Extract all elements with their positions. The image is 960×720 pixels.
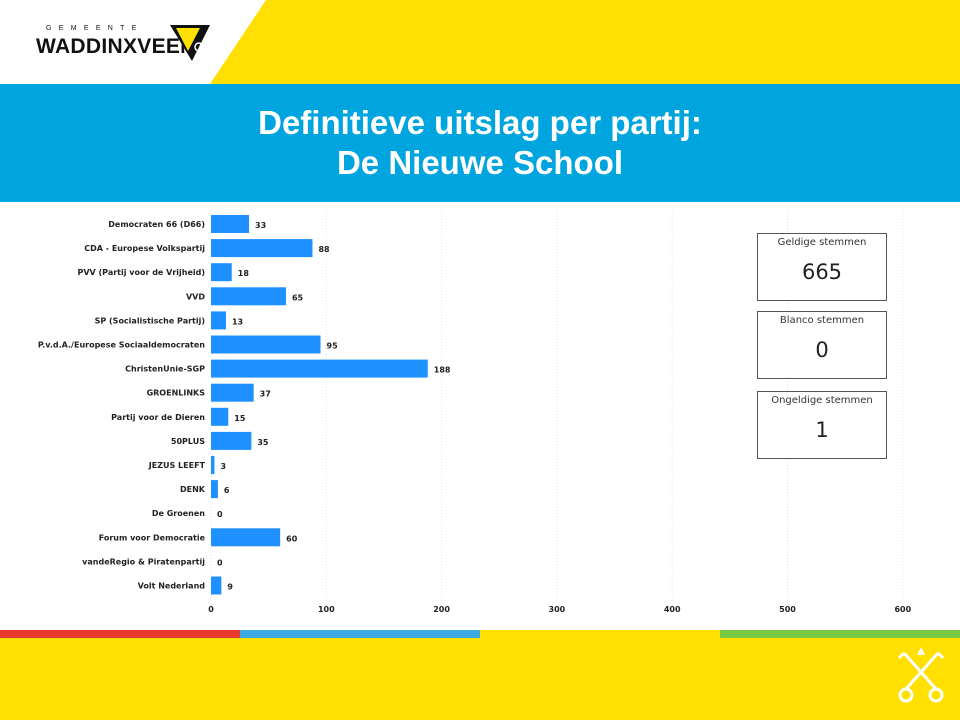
value-label: 18 (238, 269, 250, 278)
category-label: De Groenen (152, 509, 205, 518)
bar (211, 528, 281, 547)
category-label: Democraten 66 (D66) (108, 220, 205, 229)
card-valid-votes: Geldige stemmen 665 (757, 233, 887, 301)
bar (211, 480, 218, 499)
card-blank-votes: Blanco stemmen 0 (757, 311, 887, 379)
category-label: JEZUS LEEFT (148, 461, 206, 470)
bar (211, 335, 321, 354)
card-value: 0 (815, 338, 829, 362)
card-invalid-votes: Ongeldige stemmen 1 (757, 391, 887, 459)
title-line-1: Definitieve uitslag per partij: (258, 104, 702, 141)
bar (211, 311, 226, 330)
x-tick-label: 100 (318, 605, 335, 614)
category-label: 50PLUS (171, 437, 205, 446)
bar (211, 287, 286, 306)
footer-band (0, 638, 960, 720)
bar (211, 431, 252, 450)
category-label: CDA - Europese Volkspartij (84, 244, 205, 253)
card-value: 1 (815, 418, 829, 442)
category-label: Partij voor de Dieren (111, 413, 205, 422)
color-stripes (0, 630, 960, 638)
card-label: Ongeldige stemmen (771, 395, 873, 406)
value-label: 35 (257, 438, 269, 447)
value-label: 0 (217, 510, 223, 519)
value-label: 33 (255, 221, 266, 230)
value-label: 13 (232, 317, 243, 326)
card-label: Geldige stemmen (777, 237, 867, 248)
bar (211, 576, 222, 595)
card-value: 665 (801, 260, 843, 284)
bar (211, 215, 250, 233)
bar (211, 383, 254, 402)
stripe-yellow (480, 630, 720, 638)
value-label: 88 (318, 245, 330, 254)
value-label: 37 (260, 390, 271, 399)
card-label: Blanco stemmen (779, 315, 865, 326)
stripe-green (720, 630, 960, 638)
category-label: VVD (186, 292, 205, 301)
bar (211, 359, 428, 378)
x-tick-label: 600 (894, 605, 911, 614)
logo-text: WADDINXVEEN (36, 35, 196, 58)
value-label: 3 (220, 462, 226, 471)
category-label: GROENLINKS (147, 389, 206, 398)
value-label: 0 (217, 558, 223, 567)
title-line-2: De Nieuwe School (336, 144, 624, 181)
stripe-blue (240, 630, 480, 638)
category-label: SP (Socialistische Partij) (95, 316, 205, 325)
category-label: DENK (180, 485, 206, 494)
crossed-keys-icon (896, 645, 946, 710)
value-label: 95 (327, 342, 339, 351)
category-label: ChristenUnie-SGP (125, 365, 205, 374)
category-label: vandeRegio & Piratenpartij (82, 557, 205, 566)
bar (211, 263, 232, 282)
value-label: 6 (224, 486, 230, 495)
x-tick-label: 300 (549, 605, 566, 614)
category-label: PVV (Partij voor de Vrijheid) (77, 268, 205, 277)
bar (211, 239, 313, 258)
category-label: Volt Nederland (138, 582, 206, 591)
header-shape (0, 0, 960, 84)
bar (211, 456, 215, 474)
x-tick-label: 200 (433, 605, 450, 614)
value-label: 15 (234, 414, 246, 423)
category-label: P.v.d.A./Europese Sociaaldemocraten (38, 341, 205, 350)
stripe-red (0, 630, 240, 638)
waddinxveen-logo-icon (170, 25, 210, 66)
logo-small-text: GEMEENTE (46, 25, 144, 32)
header-band (0, 0, 960, 84)
value-label: 188 (434, 366, 451, 375)
category-label: Forum voor Democratie (99, 533, 206, 542)
x-tick-label: 400 (664, 605, 681, 614)
title-band: Definitieve uitslag per partij: De Nieuw… (0, 84, 960, 202)
chart-area: 0 100 200 300 400 500 600 Democraten 66 (D66) 33… (0, 202, 960, 630)
value-label: 9 (227, 583, 233, 592)
value-label: 60 (286, 534, 298, 543)
x-tick-label: 500 (779, 605, 796, 614)
value-label: 65 (292, 293, 304, 302)
x-tick-label: 0 (208, 605, 214, 614)
bar (211, 407, 229, 426)
